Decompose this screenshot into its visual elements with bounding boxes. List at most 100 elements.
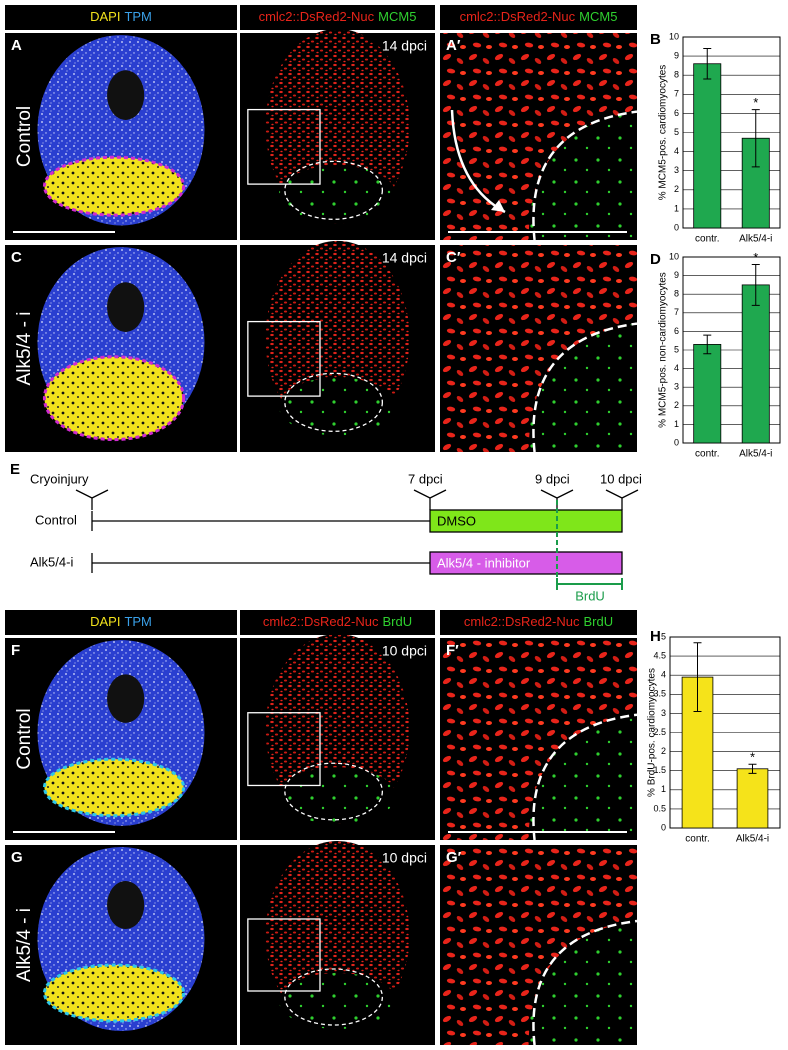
injury-green	[279, 165, 396, 224]
injury-outline	[42, 757, 186, 818]
y-tick-label: 2	[674, 184, 679, 194]
y-tick-label: 1	[661, 784, 666, 794]
y-tick-label: 6	[674, 108, 679, 118]
y-tick-label: 4	[661, 670, 666, 680]
x-tick-label: Alk5/4-i	[736, 834, 769, 845]
injury-outline	[532, 110, 638, 241]
header-label: cmlc2::DsRed2-Nuc MCM5	[460, 9, 618, 24]
panel-letter: F′	[446, 642, 459, 659]
zoom-box	[247, 108, 321, 185]
y-tick-label: 8	[674, 70, 679, 80]
significance-mark: *	[753, 250, 758, 265]
counterstain-label: MCM5	[579, 9, 617, 24]
y-axis-label: % BrdU-pos. cardiomyocytes	[647, 668, 658, 797]
panel-letter: F	[11, 642, 20, 659]
panel-letter: E	[10, 461, 20, 478]
y-tick-label: 2.5	[653, 727, 666, 737]
event-marker	[75, 489, 109, 510]
event-label: 9 dpci	[535, 471, 570, 486]
panel-letter: B	[650, 31, 661, 48]
y-tick-label: 3	[661, 708, 666, 718]
significance-mark: *	[753, 95, 758, 110]
error-bar	[751, 263, 760, 306]
bar	[693, 344, 722, 444]
stain-label: DAPI	[90, 614, 120, 629]
y-tick-label: 9	[674, 270, 679, 280]
y-tick-label: 0	[674, 437, 679, 447]
event-label: 7 dpci	[408, 471, 443, 486]
y-tick-label: 1.5	[653, 765, 666, 775]
header-label: cmlc2::DsRed2-Nuc BrdU	[464, 614, 613, 629]
y-axis-label: % MCM5-pos. non-cardiomyocytes	[658, 272, 669, 428]
error-bar	[751, 109, 760, 168]
y-tick-label: 0	[674, 222, 679, 232]
zoom-box	[247, 320, 321, 397]
annotations: DAPI TPM cmlc2::DsRed2-Nuc MCM5 cmlc2::DsRed…	[5, 5, 781, 982]
injury-area	[44, 157, 184, 216]
condition-label: Control	[14, 106, 35, 167]
event-label: Cryoinjury	[30, 471, 89, 486]
injury-outline	[284, 968, 384, 1026]
y-tick-label: 5	[674, 127, 679, 137]
stain-label: DAPI	[90, 9, 120, 24]
counterstain-label: TPM	[124, 9, 151, 24]
time-label: 14 dpci	[382, 250, 427, 266]
header-label: cmlc2::DsRed2-Nuc BrdU	[263, 614, 412, 629]
x-tick-label: contr.	[695, 449, 719, 460]
injury-outline	[42, 355, 186, 442]
treatment-label: DMSO	[437, 513, 476, 528]
panel-letter: C	[11, 249, 22, 266]
injury-area	[44, 965, 184, 1021]
y-tick-label: 4.5	[653, 650, 666, 660]
y-tick-label: 2	[661, 746, 666, 756]
y-tick-label: 0.5	[653, 803, 666, 813]
panel-letter: G	[11, 849, 23, 866]
injury-outline	[532, 919, 638, 1046]
injury-area	[44, 759, 184, 816]
y-tick-label: 1	[674, 203, 679, 213]
group-label: Control	[35, 512, 77, 527]
y-tick-label: 3	[674, 382, 679, 392]
y-tick-label: 6	[674, 326, 679, 336]
x-tick-label: Alk5/4-i	[739, 449, 772, 460]
event-label: 10 dpci	[600, 471, 642, 486]
error-bar	[748, 763, 757, 774]
time-label: 14 dpci	[382, 38, 427, 54]
header-box	[240, 5, 435, 30]
injury-outline	[42, 155, 186, 217]
condition-label: Alk5/4 - i	[14, 908, 35, 982]
zoom-box	[247, 918, 321, 992]
zoom-box	[247, 712, 321, 787]
counterstain-label: MCM5	[378, 9, 416, 24]
bar	[741, 284, 770, 444]
injury-green	[279, 377, 396, 436]
lumen	[107, 881, 145, 929]
y-tick-label: 7	[674, 89, 679, 99]
y-tick-label: 7	[674, 307, 679, 317]
injury-outline	[532, 713, 638, 841]
panel-letter: G′	[446, 849, 462, 866]
error-bar	[703, 47, 712, 80]
injury-outline	[42, 963, 186, 1023]
stain-label: cmlc2::DsRed2-Nuc	[460, 9, 576, 24]
labeling-label: BrdU	[575, 588, 605, 603]
condition-label: Control	[14, 708, 35, 769]
injury-zone	[528, 323, 637, 452]
migration-arrow	[450, 109, 506, 214]
panel-letter: D	[650, 251, 661, 268]
header-box	[5, 610, 237, 635]
y-axis-label: % MCM5-pos. cardiomyocytes	[658, 65, 669, 201]
time-label: 10 dpci	[382, 850, 427, 866]
x-tick-label: Alk5/4-i	[739, 234, 772, 245]
y-tick-label: 9	[674, 50, 679, 60]
header-label: DAPI TPM	[90, 9, 152, 24]
bar	[736, 768, 769, 829]
bar	[693, 63, 722, 229]
y-tick-label: 10	[669, 31, 679, 41]
stain-label: cmlc2::DsRed2-Nuc	[464, 614, 580, 629]
y-tick-label: 2	[674, 400, 679, 410]
time-label: 10 dpci	[382, 643, 427, 659]
y-tick-label: 8	[674, 289, 679, 299]
treatment-box	[429, 551, 623, 575]
